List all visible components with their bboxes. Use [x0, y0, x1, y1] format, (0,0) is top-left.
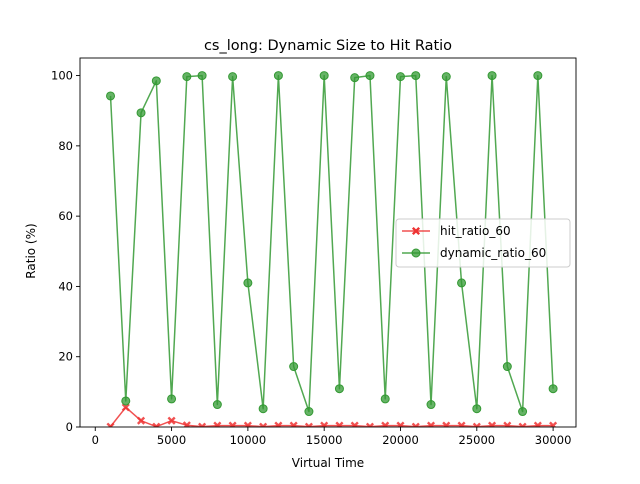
data-point-dynamic_ratio_60: [273, 71, 283, 81]
legend-label: dynamic_ratio_60: [440, 246, 546, 260]
data-point-hit_ratio_60: [442, 421, 451, 427]
data-point-dynamic_ratio_60: [533, 71, 543, 81]
data-point-dynamic_ratio_60: [472, 404, 482, 414]
data-point-hit_ratio_60: [320, 421, 329, 427]
series-line-dynamic_ratio_60: [109, 74, 554, 413]
y-tick-label: 20: [58, 350, 73, 364]
data-point-dynamic_ratio_60: [365, 71, 375, 81]
data-point-hit_ratio_60: [503, 421, 512, 427]
data-point-dynamic_ratio_60: [289, 362, 299, 372]
series-line-hit_ratio_60: [109, 406, 554, 427]
data-point-dynamic_ratio_60: [518, 407, 528, 417]
data-point-hit_ratio_60: [213, 421, 222, 427]
legend-label: hit_ratio_60: [440, 224, 511, 238]
data-point-dynamic_ratio_60: [197, 71, 207, 81]
data-point-dynamic_ratio_60: [411, 71, 421, 81]
chart-title: cs_long: Dynamic Size to Hit Ratio: [204, 38, 452, 54]
data-point-dynamic_ratio_60: [243, 278, 253, 288]
data-point-dynamic_ratio_60: [426, 400, 436, 410]
data-point-dynamic_ratio_60: [167, 394, 177, 404]
data-point-dynamic_ratio_60: [441, 72, 451, 82]
data-point-dynamic_ratio_60: [151, 76, 161, 86]
legend-marker: [411, 248, 421, 258]
series-group: [106, 71, 558, 427]
data-point-hit_ratio_60: [457, 421, 466, 427]
legend-box: [395, 218, 571, 268]
data-point-hit_ratio_60: [289, 421, 298, 427]
legend-entry: dynamic_ratio_60: [402, 246, 546, 260]
data-point-dynamic_ratio_60: [106, 91, 116, 101]
x-tick-label: 30000: [535, 433, 572, 447]
x-tick-label: 20000: [382, 433, 419, 447]
legend-entry: hit_ratio_60: [402, 224, 511, 238]
y-tick-label: 80: [58, 139, 73, 153]
data-point-dynamic_ratio_60: [457, 278, 467, 288]
data-point-hit_ratio_60: [396, 421, 405, 427]
x-axis-label: Virtual Time: [292, 456, 364, 470]
data-point-hit_ratio_60: [350, 421, 359, 427]
axes-frame: [79, 57, 577, 428]
data-point-dynamic_ratio_60: [380, 394, 390, 404]
series-dynamic_ratio_60: [106, 71, 558, 417]
data-point-hit_ratio_60: [243, 421, 252, 427]
data-point-hit_ratio_60: [121, 403, 130, 412]
y-axis-label: Ratio (%): [24, 223, 38, 278]
x-tick-label: 5000: [157, 433, 186, 447]
data-point-dynamic_ratio_60: [350, 73, 360, 83]
x-tick-label: 15000: [306, 433, 343, 447]
data-point-hit_ratio_60: [549, 421, 558, 427]
data-point-dynamic_ratio_60: [228, 72, 238, 82]
x-tick-label: 0: [92, 433, 99, 447]
data-point-dynamic_ratio_60: [304, 407, 314, 417]
data-point-dynamic_ratio_60: [258, 404, 268, 414]
data-point-hit_ratio_60: [426, 421, 436, 427]
data-point-dynamic_ratio_60: [334, 384, 344, 394]
data-point-hit_ratio_60: [335, 421, 344, 427]
data-point-dynamic_ratio_60: [395, 72, 405, 82]
y-tick-label: 40: [58, 279, 73, 293]
x-tick-label: 25000: [459, 433, 496, 447]
data-point-dynamic_ratio_60: [487, 71, 497, 81]
data-point-hit_ratio_60: [381, 421, 390, 427]
plot-area: 0 5000 10000 15000 20000 25000 30000 0 20 40 60 80 1…: [51, 57, 577, 447]
y-tick-label: 0: [66, 420, 73, 434]
data-point-dynamic_ratio_60: [502, 362, 512, 372]
data-point-hit_ratio_60: [136, 416, 146, 425]
y-tick-label: 60: [58, 209, 73, 223]
data-point-dynamic_ratio_60: [212, 400, 222, 410]
data-point-hit_ratio_60: [167, 416, 176, 425]
data-point-hit_ratio_60: [533, 421, 542, 427]
x-tick-label: 10000: [230, 433, 267, 447]
data-point-dynamic_ratio_60: [121, 396, 131, 406]
data-point-dynamic_ratio_60: [182, 72, 192, 82]
legend: hit_ratio_60 dynamic_ratio_60: [395, 218, 571, 268]
data-point-hit_ratio_60: [182, 421, 191, 427]
data-point-dynamic_ratio_60: [136, 108, 146, 118]
data-point-hit_ratio_60: [274, 421, 283, 427]
data-point-hit_ratio_60: [488, 421, 497, 427]
y-tick-label: 100: [51, 69, 73, 83]
data-point-dynamic_ratio_60: [548, 384, 558, 394]
legend-marker: [411, 226, 421, 236]
data-point-hit_ratio_60: [228, 421, 237, 427]
data-point-dynamic_ratio_60: [319, 71, 329, 81]
